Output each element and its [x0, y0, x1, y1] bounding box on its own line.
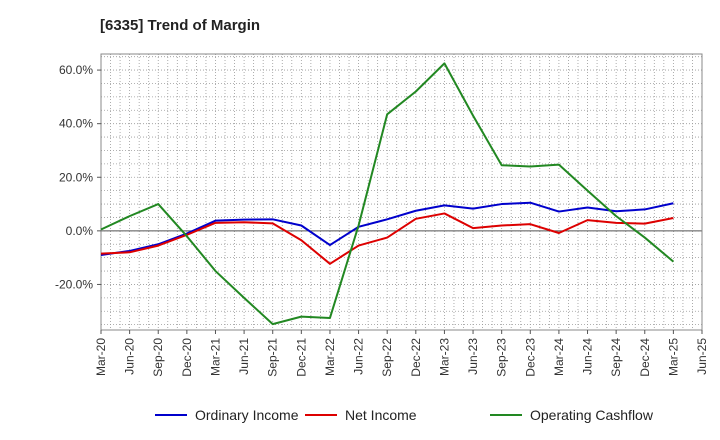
grid: [100, 54, 703, 330]
y-tick-label: 0.0%: [66, 224, 94, 238]
x-tick-label: Jun-22: [352, 338, 366, 375]
x-tick-label: Sep-20: [151, 338, 165, 377]
x-tick-label: Mar-21: [208, 338, 222, 376]
x-tick-label: Sep-22: [380, 338, 394, 377]
x-tick-label: Dec-20: [180, 338, 194, 377]
legend-label: Ordinary Income: [195, 407, 299, 423]
x-tick-label: Mar-23: [437, 338, 451, 376]
x-tick-label: Sep-21: [266, 338, 280, 377]
x-tick-label: Mar-22: [323, 338, 337, 376]
x-tick-label: Jun-24: [581, 338, 595, 375]
legend-label: Operating Cashflow: [530, 407, 654, 423]
series-line-1: [100, 201, 674, 256]
x-tick-label: Mar-24: [552, 338, 566, 376]
x-tick-label: Dec-21: [294, 338, 308, 377]
y-tick-label: 60.0%: [59, 63, 93, 77]
chart-title: [6335] Trend of Margin: [100, 17, 260, 34]
series-line-3: [100, 62, 675, 326]
plot-area-frame: [100, 53, 703, 331]
y-tick-label: -20.0%: [55, 277, 93, 291]
y-tick-label: 40.0%: [59, 117, 93, 131]
x-tick-label: Jun-23: [466, 338, 480, 375]
x-tick-label: Dec-23: [523, 338, 537, 377]
series-line-2: [100, 212, 674, 265]
series-lines: [100, 62, 675, 326]
y-axis: 60.0% 40.0% 20.0% 0.0% -20.0%: [55, 63, 101, 291]
legend-label: Net Income: [345, 407, 417, 423]
x-tick-label: Jun-20: [123, 338, 137, 375]
x-tick-label: Dec-24: [638, 338, 652, 377]
x-tick-label: Sep-24: [609, 338, 623, 377]
x-tick-label: Mar-20: [94, 338, 108, 376]
x-tick-label: Jun-25: [695, 338, 709, 375]
legend: Ordinary Income Net Income Operating Cashf…: [155, 407, 654, 423]
x-tick-label: Mar-25: [666, 338, 680, 376]
x-tick-label: Sep-23: [495, 338, 509, 377]
x-tick-label: Jun-21: [237, 338, 251, 375]
x-axis: Mar-20 Jun-20 Sep-20 Dec-20 Mar-21 Jun-21 Sep-…: [94, 330, 709, 377]
x-tick-label: Dec-22: [409, 338, 423, 377]
y-tick-label: 20.0%: [59, 170, 93, 184]
